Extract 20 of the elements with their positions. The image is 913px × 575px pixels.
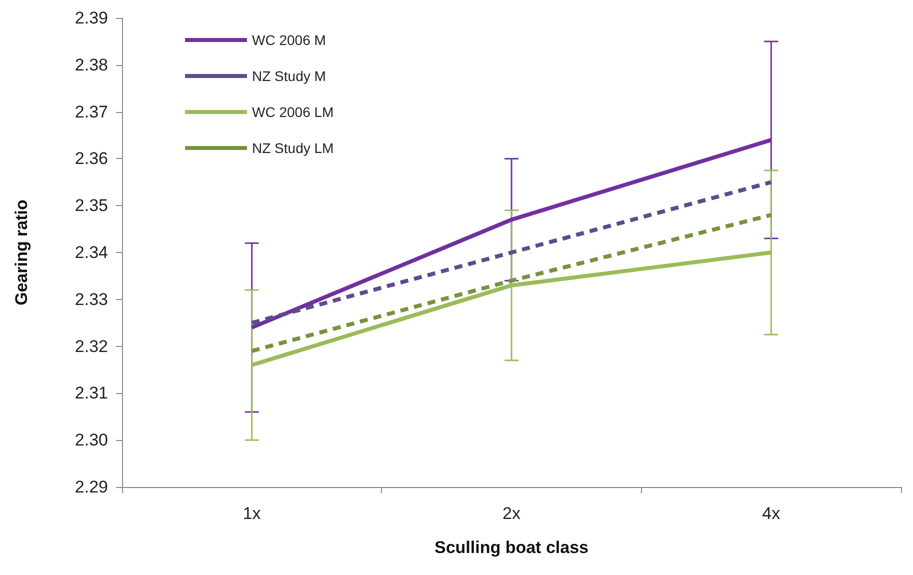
y-tick-label: 2.36 (74, 149, 108, 168)
legend-label: NZ Study M (252, 68, 326, 84)
y-tick-label: 2.33 (74, 290, 108, 309)
y-tick-label: 2.30 (74, 430, 108, 450)
y-tick-label: 2.37 (74, 102, 108, 122)
x-tick-label: 2x (502, 504, 521, 523)
x-tick-label: 4x (762, 504, 781, 523)
y-tick-label: 2.32 (74, 336, 108, 356)
x-tick-label: 1x (242, 504, 262, 523)
x-axis-title: Sculling boat class (434, 538, 588, 557)
legend-label: WC 2006 M (252, 32, 326, 48)
legend-label: WC 2006 LM (252, 104, 334, 120)
y-tick-label: 2.31 (74, 384, 108, 403)
y-tick-label: 2.38 (74, 55, 108, 74)
y-tick-label: 2.29 (74, 478, 108, 496)
y-tick-label: 2.35 (74, 196, 108, 216)
y-tick-label: 2.39 (74, 8, 108, 28)
legend-label: NZ Study LM (252, 140, 334, 156)
y-tick-label: 2.34 (74, 243, 108, 262)
y-axis-title: Gearing ratio (12, 200, 31, 306)
